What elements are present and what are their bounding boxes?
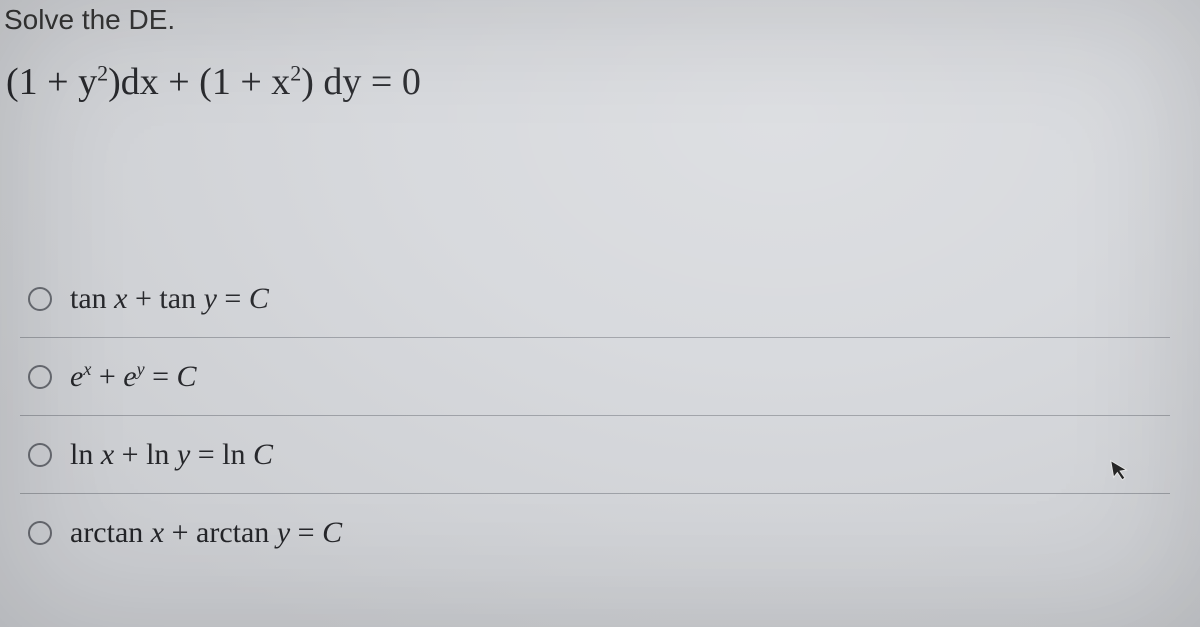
option-label: tan x + tan y = C <box>70 282 269 316</box>
option-row[interactable]: ex + ey = C <box>20 338 1170 416</box>
option-row[interactable]: tan x + tan y = C <box>20 260 1170 338</box>
radio-icon[interactable] <box>28 365 52 389</box>
option-label: ln x + ln y = ln C <box>70 438 273 472</box>
radio-icon[interactable] <box>28 287 52 311</box>
equation-display: (1 + y2)dx + (1 + x2) dy = 0 <box>6 60 421 104</box>
option-label: ex + ey = C <box>70 360 197 394</box>
options-group: tan x + tan y = C ex + ey = C ln x + ln … <box>20 260 1170 572</box>
radio-icon[interactable] <box>28 443 52 467</box>
option-label: arctan x + arctan y = C <box>70 516 342 550</box>
question-prompt: Solve the DE. <box>4 4 175 36</box>
option-row[interactable]: arctan x + arctan y = C <box>20 494 1170 572</box>
radio-icon[interactable] <box>28 521 52 545</box>
option-row[interactable]: ln x + ln y = ln C <box>20 416 1170 494</box>
